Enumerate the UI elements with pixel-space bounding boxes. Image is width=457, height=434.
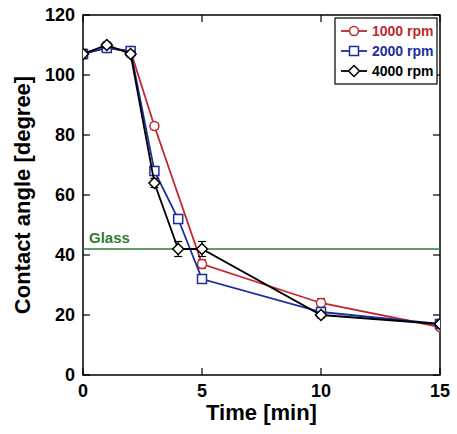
x-tick-label: 10 xyxy=(311,381,331,401)
y-tick xyxy=(433,134,440,135)
marker xyxy=(150,122,159,131)
series-line xyxy=(83,45,440,324)
error-cap xyxy=(198,241,206,242)
y-tick xyxy=(83,74,90,75)
y-tick xyxy=(433,194,440,195)
y-axis-label: Contact angle [degree] xyxy=(10,76,35,314)
x-tick xyxy=(439,368,440,375)
y-tick xyxy=(83,194,90,195)
error-bar xyxy=(198,260,206,269)
y-tick xyxy=(433,14,440,15)
legend-box xyxy=(335,18,437,84)
x-tick xyxy=(320,15,321,22)
plot-frame xyxy=(83,15,440,375)
y-tick xyxy=(83,254,90,255)
y-tick-label: 60 xyxy=(55,185,75,205)
y-tick-label: 0 xyxy=(65,365,75,385)
marker xyxy=(316,310,327,321)
marker xyxy=(435,319,441,330)
marker xyxy=(83,50,88,59)
y-tick xyxy=(83,374,90,375)
marker xyxy=(174,215,183,224)
legend-label: 4000 rpm xyxy=(372,63,433,79)
error-cap xyxy=(174,256,182,257)
y-tick-label: 40 xyxy=(55,245,75,265)
reference-label: Glass xyxy=(89,229,130,246)
y-tick-label: 80 xyxy=(55,125,75,145)
x-tick xyxy=(320,368,321,375)
legend: 1000 rpm 2000 rpm 4000 rpm xyxy=(335,18,437,84)
legend-label: 1000 rpm xyxy=(372,23,433,39)
y-tick xyxy=(83,134,90,135)
y-tick xyxy=(433,374,440,375)
chart: 0 20 40 60 80 100 120 0 5 10 15 Time [min] Contact a… xyxy=(0,0,457,434)
y-tick-label: 100 xyxy=(45,65,75,85)
y-tick xyxy=(433,314,440,315)
error-cap xyxy=(174,241,182,242)
marker xyxy=(83,49,89,60)
marker xyxy=(197,244,208,255)
marker xyxy=(173,244,184,255)
x-tick xyxy=(439,15,440,22)
x-tick-label: 5 xyxy=(197,381,207,401)
marker xyxy=(125,49,136,60)
marker xyxy=(101,40,112,51)
y-tick-label: 120 xyxy=(45,5,75,25)
error-cap xyxy=(198,256,206,257)
x-tick-label: 0 xyxy=(78,381,88,401)
x-tick xyxy=(82,15,83,22)
legend-label: 2000 rpm xyxy=(372,43,433,59)
y-tick xyxy=(433,254,440,255)
x-tick-label: 15 xyxy=(430,381,450,401)
y-tick xyxy=(83,314,90,315)
error-bar xyxy=(174,215,182,224)
legend-marker xyxy=(350,47,359,56)
y-tick-label: 20 xyxy=(55,305,75,325)
marker xyxy=(83,50,88,59)
x-tick xyxy=(201,15,202,22)
marker xyxy=(317,299,326,308)
x-axis-label: Time [min] xyxy=(206,400,317,425)
marker xyxy=(198,260,207,269)
reference-line xyxy=(83,248,440,250)
legend-marker xyxy=(350,27,359,36)
marker xyxy=(149,178,160,189)
x-tick xyxy=(82,368,83,375)
legend-marker xyxy=(349,66,360,77)
marker xyxy=(436,320,441,329)
y-tick xyxy=(83,14,90,15)
marker xyxy=(198,275,207,284)
x-tick xyxy=(201,368,202,375)
error-bar xyxy=(317,299,325,308)
